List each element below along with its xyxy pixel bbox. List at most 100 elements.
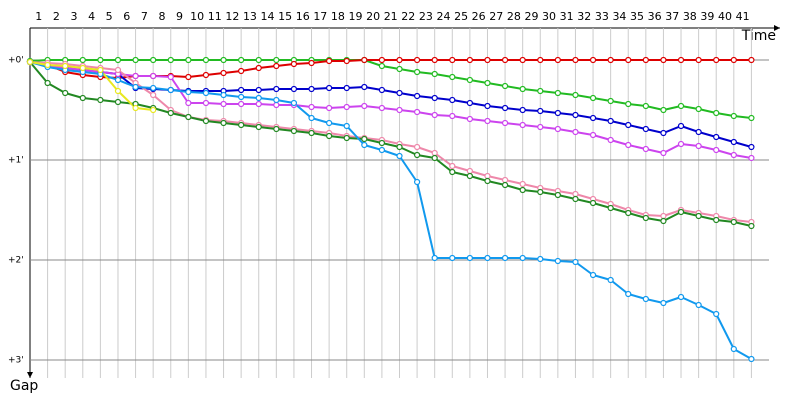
data-point: [413, 178, 421, 186]
data-point: [730, 151, 737, 159]
data-point: [501, 104, 509, 112]
x-tick-label: 23: [419, 10, 433, 23]
data-point: [378, 146, 386, 154]
data-point: [589, 271, 597, 279]
data-point: [713, 216, 720, 224]
x-tick-label: 12: [225, 10, 239, 23]
y-tick-label: +1': [8, 156, 24, 166]
data-point: [695, 142, 702, 150]
data-point: [642, 125, 649, 133]
data-point: [62, 89, 69, 97]
data-point: [255, 64, 262, 72]
data-point: [660, 106, 667, 114]
x-tick-label: 15: [278, 10, 292, 23]
x-tick-label: 11: [208, 10, 222, 23]
data-point: [660, 212, 667, 220]
data-point: [185, 113, 192, 121]
data-point: [589, 131, 597, 139]
data-point: [449, 168, 456, 176]
data-point: [114, 76, 122, 84]
data-point: [361, 83, 368, 91]
data-point: [625, 121, 632, 129]
data-point: [220, 91, 227, 99]
data-point: [343, 103, 350, 111]
data-point: [449, 56, 456, 64]
data-point: [343, 84, 350, 92]
data-point: [79, 64, 86, 72]
data-point: [361, 56, 368, 64]
data-point: [449, 254, 456, 262]
data-point: [695, 105, 702, 113]
x-tick-label: 17: [313, 10, 327, 23]
data-point: [695, 301, 702, 309]
data-point: [677, 208, 685, 216]
data-point: [677, 293, 685, 301]
data-point: [343, 134, 350, 142]
data-point: [202, 117, 210, 125]
x-tick-label: 24: [436, 10, 450, 23]
data-point: [361, 102, 368, 110]
data-point: [484, 79, 491, 87]
data-point: [431, 149, 438, 157]
data-point: [519, 85, 526, 93]
data-point: [413, 143, 421, 151]
data-point: [607, 276, 614, 284]
data-point: [413, 56, 421, 64]
data-point: [238, 100, 245, 108]
x-tick-label: 40: [718, 10, 732, 23]
data-point: [290, 60, 298, 68]
x-axis-label: Time: [741, 28, 776, 44]
data-point: [238, 93, 245, 101]
data-point: [519, 56, 526, 64]
data-point: [625, 290, 632, 298]
data-point: [449, 96, 456, 104]
data-point: [748, 56, 755, 64]
x-tick-label: 9: [176, 10, 183, 23]
data-point: [748, 143, 755, 151]
data-point: [220, 56, 227, 64]
data-point: [554, 56, 561, 64]
data-point: [466, 99, 473, 107]
data-point: [554, 109, 561, 117]
x-tick-label: 14: [261, 10, 275, 23]
data-point: [44, 79, 51, 87]
data-point: [572, 195, 579, 203]
data-point: [273, 56, 280, 64]
data-point: [554, 191, 561, 199]
x-tick-label: 30: [542, 10, 556, 23]
data-point: [554, 257, 561, 265]
data-point: [748, 114, 755, 122]
y-tick-label: +0': [8, 56, 24, 66]
data-point: [132, 83, 139, 91]
data-point: [167, 73, 174, 81]
x-tick-label: 37: [665, 10, 679, 23]
data-point: [150, 56, 157, 64]
data-point: [396, 89, 403, 97]
data-point: [396, 143, 403, 151]
x-tick-label: 20: [366, 10, 380, 23]
data-point: [132, 72, 139, 80]
data-point: [642, 214, 649, 222]
data-point: [290, 99, 298, 107]
x-tick-label: 25: [454, 10, 468, 23]
data-point: [396, 65, 403, 73]
data-point: [713, 133, 720, 141]
data-point: [625, 100, 632, 108]
data-point: [378, 56, 386, 64]
x-tick-label: 7: [141, 10, 148, 23]
data-point: [326, 132, 333, 140]
data-point: [238, 56, 245, 64]
x-tick-label: 2: [53, 10, 60, 23]
data-point: [308, 103, 315, 111]
x-tick-label: 38: [683, 10, 697, 23]
data-point: [396, 152, 403, 160]
data-point: [343, 57, 350, 65]
data-point: [625, 141, 632, 149]
data-point: [589, 56, 597, 64]
data-point: [431, 56, 438, 64]
data-point: [730, 56, 737, 64]
data-point: [607, 136, 614, 144]
data-point: [713, 109, 720, 117]
data-point: [730, 112, 737, 120]
